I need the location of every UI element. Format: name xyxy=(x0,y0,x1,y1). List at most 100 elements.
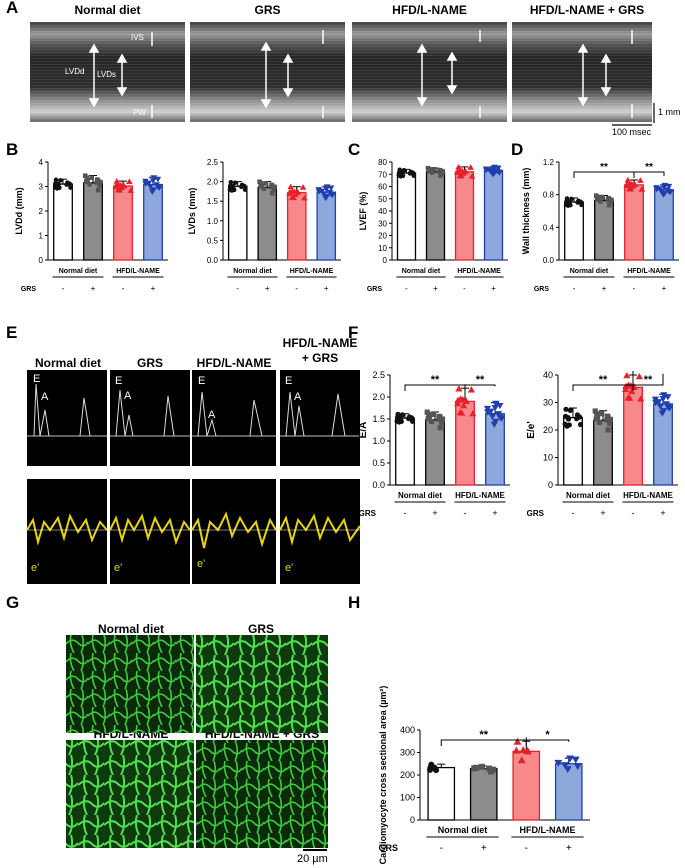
y-axis-label: LVDd (mm) xyxy=(14,187,24,234)
data-point xyxy=(655,399,663,406)
group-label-hfd: HFD/L-NAME xyxy=(520,825,576,835)
histo-img-4 xyxy=(196,740,328,848)
group-label-hfd: HFD/L-NAME xyxy=(290,268,334,275)
data-point xyxy=(626,185,633,192)
bar xyxy=(425,171,446,261)
data-point xyxy=(288,194,296,200)
bar xyxy=(512,750,541,821)
data-point xyxy=(408,169,414,175)
data-point xyxy=(87,182,92,187)
data-point xyxy=(428,761,435,768)
group-label-hfd: HFD/L-NAME xyxy=(627,268,671,275)
y-tick-label: 0 xyxy=(548,480,553,490)
data-point xyxy=(271,187,277,192)
doppler-a-4: A xyxy=(294,391,302,403)
group-label-normal: Normal diet xyxy=(398,491,442,500)
y-tick-label: 0 xyxy=(383,256,388,265)
data-point xyxy=(95,187,101,193)
pw-doppler-row xyxy=(27,370,360,466)
data-point xyxy=(454,399,462,407)
data-point xyxy=(592,408,598,414)
bar xyxy=(316,191,337,261)
bar xyxy=(554,763,583,821)
data-point xyxy=(607,421,613,427)
data-point xyxy=(68,185,73,190)
y-tick-label: 3 xyxy=(39,183,44,192)
data-point xyxy=(491,405,499,412)
grs-sign: + xyxy=(432,508,437,518)
data-point xyxy=(82,173,88,178)
data-point xyxy=(456,172,464,179)
data-point xyxy=(513,737,522,745)
grs-row-label: GRS xyxy=(378,843,398,853)
data-point xyxy=(118,184,125,190)
group-label-normal: Normal diet xyxy=(59,268,98,275)
y-tick-label: 1.5 xyxy=(372,414,385,424)
grs-row-label: GRS xyxy=(359,509,377,518)
data-point xyxy=(597,419,603,425)
data-point xyxy=(269,182,274,188)
data-point xyxy=(637,177,644,183)
mmode-title-3: HFD/L-NAME xyxy=(392,3,467,17)
grs-sign: + xyxy=(566,843,572,854)
data-point xyxy=(492,400,500,407)
bar xyxy=(425,419,445,486)
bar xyxy=(113,185,133,261)
grs-sign: + xyxy=(492,508,497,518)
data-point xyxy=(429,418,435,425)
data-point xyxy=(292,191,299,197)
doppler-a-3: A xyxy=(208,409,216,421)
grs-sign: + xyxy=(662,284,667,293)
data-point xyxy=(455,385,463,392)
grs-sign: + xyxy=(151,284,156,293)
bar xyxy=(427,766,456,821)
data-point xyxy=(467,386,475,393)
data-point xyxy=(569,196,574,202)
bar xyxy=(564,201,584,261)
lvds-label: LVDs xyxy=(97,70,116,79)
data-point xyxy=(599,411,605,417)
data-point xyxy=(431,166,437,172)
chart-lvdd: 0 1 2 3 4 LVDd (mm) Normal diet HFD/L-NAME GRS - +… xyxy=(14,158,168,293)
pw-label: PW xyxy=(133,108,146,117)
data-point xyxy=(229,188,235,193)
y-tick-label: 50 xyxy=(378,195,387,204)
y-axis-label: Wall thickness (mm) xyxy=(521,168,531,255)
data-point xyxy=(664,187,671,194)
data-point xyxy=(661,190,668,197)
data-point xyxy=(323,186,330,193)
grs-sign: + xyxy=(91,284,96,293)
data-point xyxy=(261,186,267,191)
data-point xyxy=(561,762,570,770)
data-point xyxy=(517,756,526,764)
significance-label: ** xyxy=(431,374,440,386)
group-label-hfd: HFD/L-NAME xyxy=(623,491,673,500)
panel-label-g: G xyxy=(6,593,20,612)
data-point xyxy=(487,408,495,415)
data-point xyxy=(456,167,464,174)
data-point xyxy=(638,186,646,192)
grs-sign: - xyxy=(440,843,443,854)
grs-sign: + xyxy=(433,284,438,293)
bar xyxy=(483,169,504,261)
y-tick-label: 200 xyxy=(400,770,415,780)
y-tick-label: 300 xyxy=(400,748,415,758)
histo-title-2: GRS xyxy=(247,622,274,636)
significance-label: ** xyxy=(479,729,488,741)
data-point xyxy=(95,177,100,182)
histo-title-1: Normal diet xyxy=(97,622,164,636)
data-point xyxy=(150,187,157,194)
panel-label-a: A xyxy=(6,0,19,17)
significance-label: ** xyxy=(645,162,653,173)
y-tick-label: 80 xyxy=(378,158,387,167)
doppler-eprime-3: e' xyxy=(197,558,206,570)
y-tick-label: 0.5 xyxy=(207,236,219,245)
group-label-normal: Normal diet xyxy=(570,268,609,275)
panel-label-c: C xyxy=(348,140,361,159)
histology-images xyxy=(66,635,328,851)
bar xyxy=(53,183,73,261)
y-tick-label: 10 xyxy=(543,453,553,463)
y-tick-label: 1.0 xyxy=(372,436,385,446)
y-tick-label: 100 xyxy=(400,793,415,803)
data-point xyxy=(456,408,464,416)
